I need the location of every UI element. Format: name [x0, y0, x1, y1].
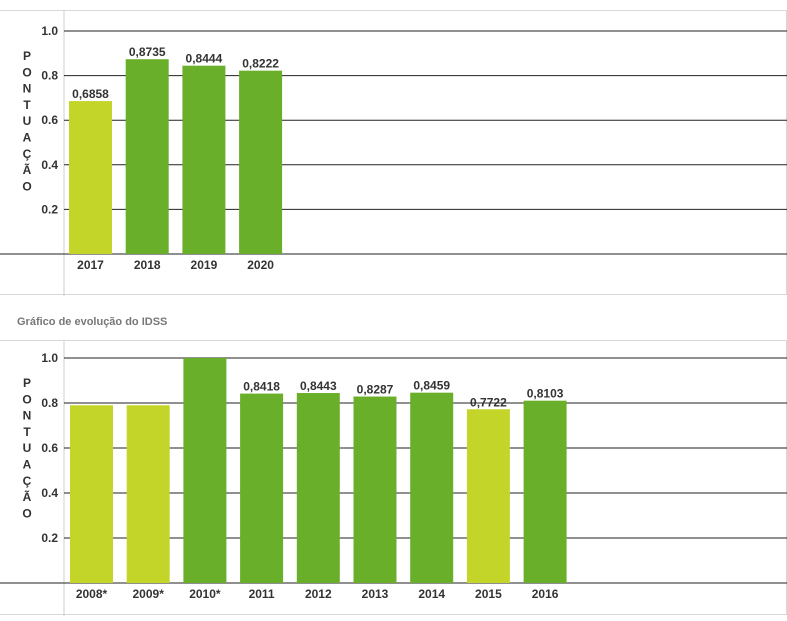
y-axis-label-letter: N: [23, 409, 32, 423]
x-tick-label: 2010*: [189, 587, 221, 601]
bar: [125, 59, 169, 254]
x-tick-label: 2020: [247, 258, 274, 272]
bar: [523, 400, 567, 583]
y-axis-label-letter: U: [23, 441, 32, 455]
bar: [182, 65, 226, 255]
y-tick-label: 1.0: [41, 24, 58, 38]
x-tick-label: 2017: [77, 258, 104, 272]
y-axis-label-letter: N: [23, 82, 32, 96]
bar: [69, 101, 112, 255]
y-tick-label: 0.4: [41, 486, 58, 500]
bar: [126, 405, 170, 583]
y-axis-label-letter: T: [23, 425, 31, 439]
y-tick-label: 0.2: [41, 202, 58, 216]
y-tick-label: 0.6: [41, 441, 58, 455]
data-label: 0,8222: [242, 57, 279, 71]
y-tick-label: 0.6: [41, 113, 58, 127]
x-tick-label: 2013: [362, 587, 389, 601]
x-tick-label: 2014: [418, 587, 445, 601]
data-label: 0,8459: [413, 379, 450, 393]
bar: [240, 393, 284, 583]
y-tick-label: 1.0: [41, 351, 58, 365]
y-axis-label-letter: T: [23, 98, 31, 112]
data-label: 0,6858: [72, 87, 109, 101]
y-tick-label: 0.2: [41, 531, 58, 545]
y-axis-label-letter: O: [22, 392, 31, 406]
data-label: 0,7722: [470, 395, 507, 409]
y-axis-label-letter: Ã: [23, 162, 32, 177]
chart-2-container: 0.2 0.4 0.6 0.8 1.0 P O N T U A Ç Ã O 2008* 2009* 2010* 0…: [0, 340, 787, 616]
bar: [353, 396, 397, 583]
bar: [296, 393, 340, 583]
x-tick-label: 2019: [191, 258, 218, 272]
data-label: 0,8735: [129, 45, 166, 59]
data-label: 0,8287: [357, 383, 394, 397]
data-label: 0,8444: [186, 52, 223, 66]
bar: [410, 392, 454, 583]
y-axis-label-letter: O: [22, 506, 31, 520]
data-label: 0,8103: [527, 387, 564, 401]
y-axis-label-letter: O: [22, 179, 31, 193]
y-axis-label-letter: Ç: [23, 147, 32, 161]
x-tick-label: 2018: [134, 258, 161, 272]
chart-1: 0.20.40.60.81.0PONTUAÇÃO0,685820170,8735…: [0, 11, 787, 296]
section-title: Gráfico de evolução do IDSS: [17, 316, 168, 328]
x-tick-label: 2011: [249, 587, 275, 601]
y-axis-label-letter: Ã: [23, 489, 32, 504]
y-axis-label-letter: U: [23, 114, 32, 128]
x-tick-label: 2009*: [133, 587, 165, 601]
y-axis-label-letter: P: [23, 376, 31, 390]
y-axis-label-letter: Ç: [23, 474, 32, 488]
x-tick-label: 2008*: [76, 587, 108, 601]
y-tick-label: 0.8: [41, 396, 58, 410]
bar: [239, 70, 283, 254]
y-tick-label: 0.8: [41, 69, 58, 83]
x-tick-label: 2012: [305, 587, 332, 601]
y-axis-label-letter: O: [22, 65, 31, 79]
data-label: 0,8443: [300, 379, 337, 393]
data-label: 0,8418: [243, 380, 280, 394]
bar: [183, 358, 227, 583]
y-axis-label-letter: P: [23, 49, 31, 63]
x-tick-label: 2015: [475, 587, 502, 601]
chart-1-container: 0.2 0.4 0.6 0.8 1.0 P O N T U A Ç Ã O 0,6858 2017 0,8735…: [0, 10, 787, 296]
x-tick-label: 2016: [532, 587, 559, 601]
y-axis-label-letter: A: [23, 131, 32, 145]
y-tick-label: 0.4: [41, 158, 58, 172]
y-axis-label-letter: A: [23, 458, 32, 472]
bar: [70, 405, 113, 583]
bar: [466, 409, 510, 583]
